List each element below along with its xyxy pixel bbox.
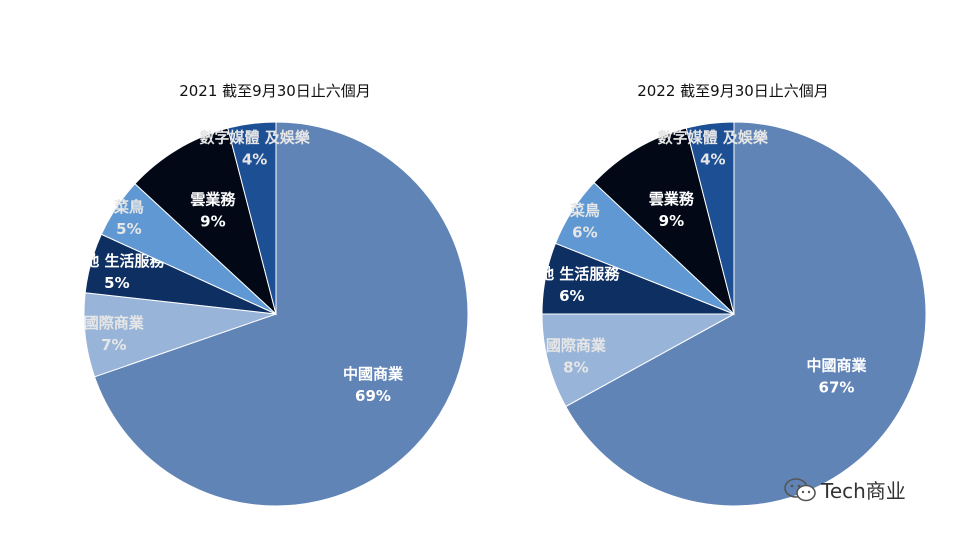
wechat-icon (783, 477, 817, 503)
pie-slice (685, 121, 735, 315)
slice-label: 菜鳥 (569, 201, 600, 219)
pie-slice (593, 127, 735, 316)
pie-slice (541, 313, 735, 408)
slice-value-label: 5% (104, 274, 129, 292)
slice-value-label: 6% (572, 223, 597, 241)
pie-slice (565, 121, 927, 507)
slice-value-label: 8% (563, 359, 588, 377)
slice-label: 數字媒體 及娛樂 (199, 128, 310, 146)
slice-value-label: 5% (116, 220, 141, 238)
watermark-text: Tech商业 (821, 479, 906, 503)
slice-value-label: 69% (355, 387, 391, 405)
slice-label: 本地 生活服務 (524, 265, 620, 283)
slice-label: 數字媒體 及娛樂 (658, 128, 769, 146)
chart-title: 2022 截至9月30日止六個月 (637, 82, 829, 100)
slice-label: 本地 生活服務 (69, 252, 165, 270)
slice-value-label: 7% (101, 336, 126, 354)
slice-label: 國際商業 (546, 337, 607, 355)
watermark: Tech商业 (783, 475, 906, 504)
pie-slice (134, 127, 277, 316)
slice-label: 雲業務 (649, 190, 695, 208)
slice-label: 雲業務 (190, 191, 236, 209)
slice-label: 中國商業 (806, 357, 867, 375)
slice-value-label: 9% (659, 212, 684, 230)
pie-slice (93, 121, 469, 507)
slice-label: 菜鳥 (113, 198, 144, 216)
slice-label: 中國商業 (343, 365, 404, 383)
slice-label: 國際商業 (84, 314, 145, 332)
slice-value-label: 4% (242, 150, 267, 168)
slice-value-label: 6% (559, 287, 584, 305)
slice-value-label: 9% (200, 213, 225, 231)
chart-title: 2021 截至9月30日止六個月 (179, 82, 371, 100)
slice-value-label: 67% (819, 379, 855, 397)
slice-value-label: 4% (700, 150, 725, 168)
pie-slice (227, 121, 277, 315)
